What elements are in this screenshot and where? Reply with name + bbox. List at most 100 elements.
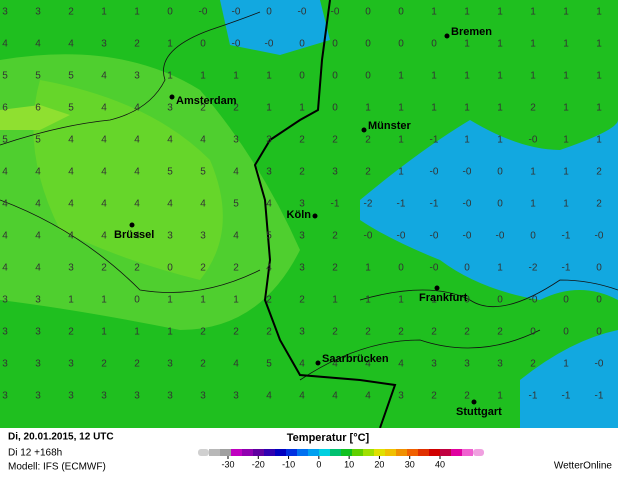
grid-value: 1: [431, 103, 437, 114]
grid-value: 4: [332, 391, 338, 402]
colorbar-swatch: [231, 449, 242, 456]
grid-value: 4: [134, 199, 140, 210]
grid-value: 0: [299, 71, 305, 82]
grid-value: 3: [299, 263, 305, 274]
colorbar-swatch: [209, 449, 220, 456]
cold-area: [360, 120, 618, 300]
grid-value: 1: [233, 295, 239, 306]
grid-value: 1: [68, 295, 74, 306]
grid-value: -0: [595, 359, 604, 370]
grid-value: 1: [398, 295, 404, 306]
colorbar-swatch: [440, 449, 451, 456]
grid-value: 1: [563, 71, 569, 82]
grid-value: 3: [167, 231, 173, 242]
grid-value: 4: [200, 135, 206, 146]
grid-value: 4: [101, 231, 107, 242]
grid-value: -0: [463, 231, 472, 242]
grid-value: 1: [497, 135, 503, 146]
grid-value: 2: [497, 327, 503, 338]
grid-value: 1: [365, 263, 371, 274]
colorbar-swatch: [275, 449, 286, 456]
grid-value: 2: [596, 167, 602, 178]
grid-value: 1: [200, 71, 206, 82]
grid-value: 2: [200, 263, 206, 274]
grid-value: 4: [35, 39, 41, 50]
grid-value: -0: [463, 199, 472, 210]
grid-value: -0: [529, 295, 538, 306]
grid-value: 0: [200, 39, 206, 50]
grid-value: 1: [530, 7, 536, 18]
grid-value: 1: [398, 71, 404, 82]
grid-value: -0: [430, 167, 439, 178]
grid-value: 4: [365, 391, 371, 402]
grid-value: 1: [596, 39, 602, 50]
grid-value: 1: [299, 103, 305, 114]
grid-value: 0: [134, 295, 140, 306]
grid-value: 0: [497, 167, 503, 178]
grid-value: -1: [430, 199, 439, 210]
grid-value: 1: [596, 7, 602, 18]
grid-value: 1: [563, 39, 569, 50]
grid-value: 1: [497, 103, 503, 114]
grid-value: 0: [431, 39, 437, 50]
run: Di 12 +168h: [8, 448, 62, 459]
grid-value: 5: [35, 135, 41, 146]
grid-value: 1: [101, 295, 107, 306]
colorbar-swatch: [198, 449, 209, 456]
border: [0, 199, 261, 293]
grid-value: 2: [365, 135, 371, 146]
grid-value: 4: [101, 135, 107, 146]
colorbar-label: 20: [374, 459, 384, 469]
grid-value: 2: [233, 327, 239, 338]
grid-value: 2: [134, 359, 140, 370]
grid-value: -1: [529, 391, 538, 402]
grid-value: 3: [35, 359, 41, 370]
city-name: Münster: [368, 120, 412, 132]
grid-value: 1: [497, 39, 503, 50]
grid-value: 1: [365, 103, 371, 114]
grid-value: 5: [68, 71, 74, 82]
colorbar-label: -20: [252, 459, 265, 469]
grid-value: 4: [101, 199, 107, 210]
grid-value: 2: [332, 263, 338, 274]
grid-value: -1: [562, 231, 571, 242]
grid-value: 3: [35, 391, 41, 402]
grid-value: 3: [2, 7, 8, 18]
grid-value: 3: [233, 135, 239, 146]
grid-value: 1: [398, 135, 404, 146]
grid-value: -0: [397, 231, 406, 242]
grid-value: 1: [464, 39, 470, 50]
grid-value: 2: [596, 199, 602, 210]
grid-value: 3: [68, 391, 74, 402]
grid-value: 1: [365, 295, 371, 306]
city-marker: [361, 127, 367, 133]
grid-value: 1: [563, 135, 569, 146]
grid-value: 6: [2, 103, 8, 114]
grid-value: 0: [299, 39, 305, 50]
grid-value: 4: [266, 263, 272, 274]
grid-value: 1: [464, 7, 470, 18]
grid-value: 2: [365, 327, 371, 338]
grid-value: -0: [364, 231, 373, 242]
colorbar-swatch: [418, 449, 429, 456]
grid-value: 3: [35, 295, 41, 306]
grid-value: 3: [2, 295, 8, 306]
grid-value: 4: [266, 391, 272, 402]
colorbar-swatch: [385, 449, 396, 456]
grid-value: 3: [101, 391, 107, 402]
grid-value: 3: [35, 7, 41, 18]
legend-title: Temperatur [°C]: [287, 432, 370, 444]
grid-value: 0: [332, 71, 338, 82]
colorbar-swatch: [319, 449, 330, 456]
grid-value: 5: [68, 103, 74, 114]
grid-value: 4: [35, 263, 41, 274]
grid-value: 1: [530, 39, 536, 50]
grid-value: 3: [431, 359, 437, 370]
colorbar-swatch: [396, 449, 407, 456]
grid-value: 3: [2, 359, 8, 370]
grid-value: 3: [266, 135, 272, 146]
grid-value: 3: [35, 327, 41, 338]
colorbar-swatch: [374, 449, 385, 456]
grid-value: 2: [233, 103, 239, 114]
colorbar-swatch: [242, 449, 253, 456]
